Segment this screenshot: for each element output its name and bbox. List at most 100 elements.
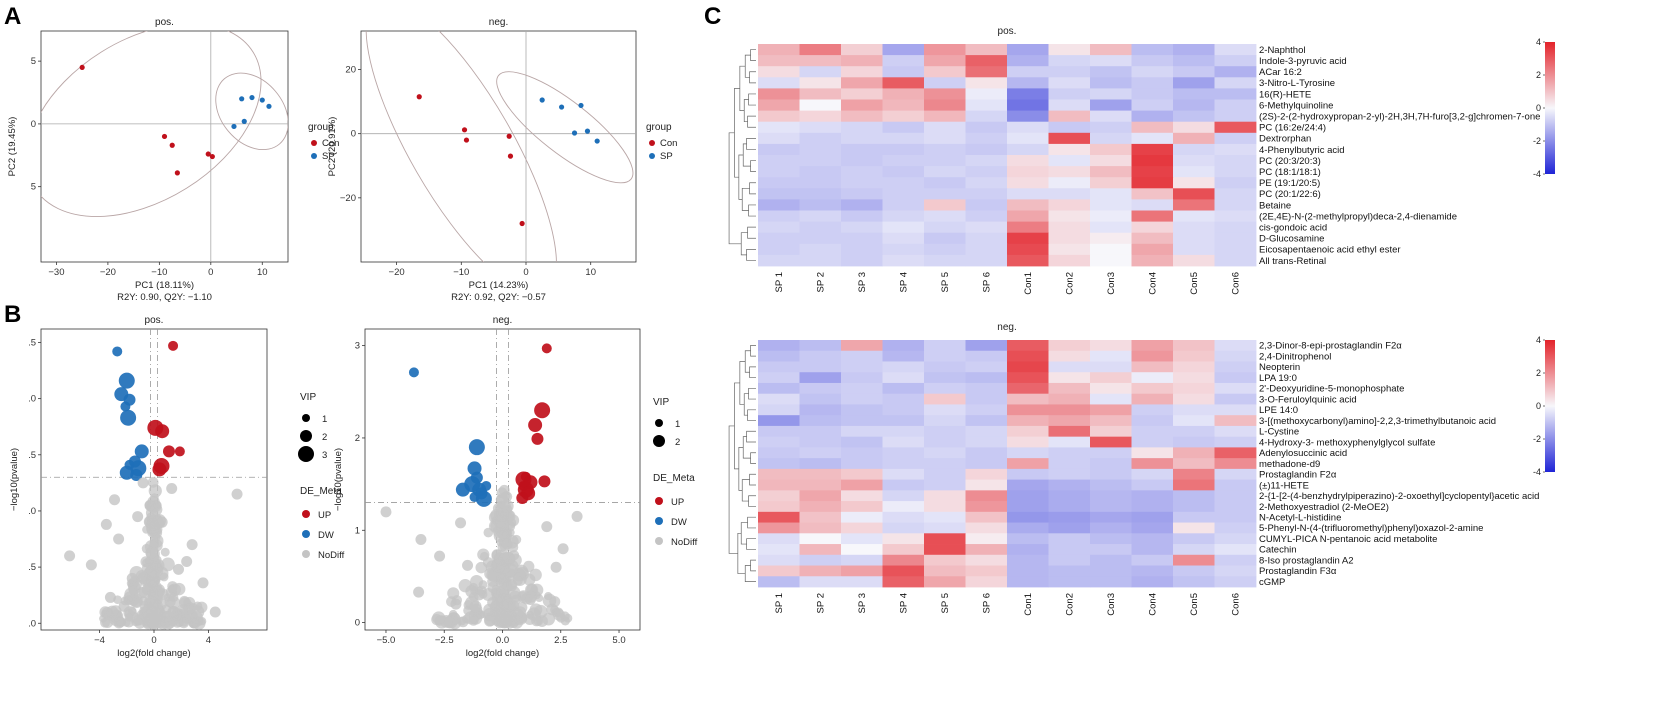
- point-nodiff: [503, 614, 513, 625]
- heatmap-cell: [1090, 88, 1132, 100]
- heatmap-cell: [882, 110, 925, 123]
- heatmap-cell: [1048, 44, 1091, 56]
- heatmap-cell: [1131, 479, 1174, 491]
- dendrogram-branch: [749, 71, 756, 84]
- heatmap-cell: [1007, 382, 1049, 395]
- heatmap-cell: [924, 501, 966, 513]
- heatmap-cell: [1007, 436, 1049, 448]
- heatmap-cell: [965, 155, 1008, 167]
- heatmap-cell: [1007, 447, 1049, 459]
- heatmap-cell: [1214, 254, 1257, 267]
- heatmap-title: pos.: [998, 26, 1017, 37]
- dendrogram-branch: [746, 538, 756, 550]
- y-tick-label: 0: [351, 129, 356, 140]
- heatmap-cell: [965, 99, 1008, 111]
- point-up: [516, 491, 529, 504]
- y-tick-label: 5: [31, 56, 36, 67]
- heatmap-cell: [965, 554, 1008, 566]
- panel-letter-b: B: [4, 301, 21, 328]
- plot-title: neg.: [493, 315, 512, 326]
- heatmap-cell: [882, 88, 925, 100]
- heatmap-cell: [1214, 99, 1257, 111]
- x-tick-label: 10: [585, 267, 596, 278]
- y-tick-label: 2: [355, 433, 360, 444]
- heatmap-cell: [1090, 490, 1132, 502]
- heatmap-cell: [1173, 554, 1215, 566]
- heatmap-cell: [1173, 533, 1215, 545]
- point-nodiff: [179, 595, 190, 607]
- heatmap-cell: [1214, 501, 1257, 513]
- heatmap-cell: [1131, 254, 1174, 267]
- heatmap-cell: [1214, 436, 1257, 448]
- heatmap-cell: [924, 254, 966, 267]
- heatmap-cell: [924, 155, 966, 167]
- heatmap-cell: [841, 382, 883, 395]
- heatmap-cell: [799, 576, 842, 588]
- point-sp: [231, 123, 237, 130]
- row-label: cis-gondoic acid: [1259, 222, 1327, 233]
- heatmap-cell: [1214, 576, 1257, 588]
- row-label: Adenylosuccinic acid: [1259, 448, 1347, 459]
- heatmap-cell: [841, 143, 883, 156]
- heatmap-cell: [1007, 340, 1049, 352]
- column-label: Con3: [1106, 272, 1117, 295]
- heatmap-cell: [758, 544, 800, 556]
- heatmap-cell: [1090, 77, 1132, 89]
- heatmap-cell: [1007, 143, 1049, 156]
- heatmap-cell: [1007, 88, 1049, 100]
- heatmap-cell: [882, 243, 925, 256]
- heatmap-cell: [1131, 88, 1174, 100]
- point-con: [174, 170, 180, 176]
- size-legend-label: 1: [675, 419, 680, 430]
- heatmap-cell: [1048, 415, 1091, 427]
- size-legend-title: VIP: [300, 392, 316, 403]
- heatmap-cell: [799, 447, 842, 459]
- heatmap-cell: [841, 243, 883, 256]
- heatmap-cell: [1173, 155, 1215, 167]
- heatmap-cell: [841, 132, 883, 145]
- size-legend-label: 2: [322, 432, 327, 443]
- heatmap-cell: [1090, 188, 1132, 200]
- point-nodiff: [533, 604, 548, 619]
- heatmap-cell: [1007, 243, 1049, 256]
- heatmap-cell: [1048, 55, 1091, 67]
- heatmap-cell: [799, 393, 842, 405]
- heatmap-cell: [924, 447, 966, 459]
- column-label: SP 3: [857, 272, 868, 292]
- row-label: Catechin: [1259, 545, 1297, 556]
- heatmap-cell: [965, 221, 1008, 234]
- point-nodiff: [515, 611, 527, 623]
- heatmap-cell: [882, 576, 925, 588]
- heatmap-cell: [758, 522, 800, 534]
- heatmap-cell: [924, 132, 966, 145]
- row-label: 2-{1-[2-(4-benzhydrylpiperazino)-2-oxoet…: [1259, 491, 1539, 502]
- heatmap-cell: [1048, 88, 1091, 100]
- heatmap-cell: [841, 554, 883, 566]
- volcano_neg-group: neg. −5.0 −2.5 0.0 2.5 5.0 0 1 2 3 log2(fold chang…: [333, 315, 698, 659]
- heatmap-cell: [758, 88, 800, 100]
- heatmap-cell: [841, 99, 883, 111]
- heatmap-cell: [1173, 468, 1215, 481]
- heatmap-cell: [758, 501, 800, 513]
- point-nodiff: [491, 584, 501, 594]
- heatmap-cell: [965, 544, 1008, 556]
- heatmap-cell: [1131, 177, 1174, 189]
- heatmap-cell: [882, 99, 925, 111]
- heatmap-cell: [841, 232, 883, 245]
- heatmap-cell: [882, 254, 925, 267]
- heatmap-cell: [1131, 340, 1174, 352]
- legend-label-nodiff: NoDiff: [671, 537, 698, 548]
- heatmap-cell: [799, 210, 842, 222]
- heatmap-cell: [965, 243, 1008, 256]
- row-label: 2,3-Dinor-8-epi-prostaglandin F2α: [1259, 341, 1402, 352]
- heatmap-cell: [841, 565, 883, 577]
- point-up: [541, 343, 552, 354]
- row-label: ACar 16:2: [1259, 67, 1302, 78]
- heatmap-cell: [882, 554, 925, 566]
- point-con: [461, 127, 468, 133]
- dendrogram-branch: [741, 479, 750, 502]
- heatmap-cell: [1090, 415, 1132, 427]
- colorbar-tick-label: -2: [1533, 434, 1541, 444]
- heatmap-cell: [882, 166, 925, 178]
- heatmap-cell: [1007, 99, 1049, 111]
